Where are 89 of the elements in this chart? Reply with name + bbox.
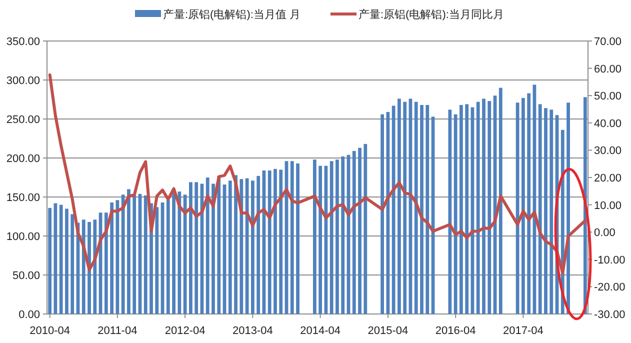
y2-tick-label: -10.00	[594, 254, 626, 266]
bar	[392, 106, 396, 314]
bar	[206, 178, 210, 314]
x-tick-label: 2014-04	[300, 325, 341, 337]
bar	[358, 148, 362, 314]
y2-tick-label: -30.00	[594, 309, 626, 321]
y-tick-label: 50.00	[12, 270, 40, 282]
bar	[544, 108, 548, 314]
bar	[296, 163, 300, 314]
bar	[144, 195, 148, 314]
bar	[155, 207, 159, 314]
bar	[189, 182, 192, 314]
bar	[104, 212, 108, 314]
bar	[240, 179, 244, 314]
x-tick-label: 2012-04	[164, 325, 206, 337]
bar	[482, 98, 486, 314]
bar	[93, 220, 97, 314]
bar	[465, 104, 469, 314]
bar	[132, 195, 136, 314]
y-tick-label: 200.00	[6, 153, 40, 165]
y2-tick-label: 30.00	[594, 145, 622, 158]
bar	[380, 114, 384, 314]
bar	[527, 93, 531, 314]
x-tick-label: 2016-04	[435, 325, 476, 337]
y2-tick-label: 40.00	[594, 118, 622, 130]
bar	[183, 194, 187, 314]
bar	[460, 104, 463, 314]
bar	[498, 88, 502, 314]
bar	[290, 161, 294, 314]
bar	[403, 102, 407, 314]
bar	[476, 102, 480, 314]
bar	[312, 160, 316, 314]
bar	[414, 102, 418, 314]
y-tick-label: 250.00	[6, 114, 40, 126]
bar	[212, 184, 215, 314]
y-tick-label: 100.00	[6, 231, 40, 243]
y2-tick-label: 70.00	[594, 36, 622, 48]
bar	[217, 176, 221, 314]
y2-tick-label: 50.00	[594, 90, 622, 103]
bar	[330, 161, 334, 314]
bar	[364, 144, 368, 314]
bar	[65, 208, 68, 314]
bar	[279, 170, 283, 314]
bar	[398, 98, 401, 314]
bar	[228, 180, 232, 314]
bar	[454, 114, 458, 314]
bar	[234, 175, 238, 314]
bar	[110, 202, 114, 314]
bar	[88, 222, 91, 314]
y-tick-label: 350.00	[6, 36, 40, 48]
y-tick-label: 150.00	[6, 192, 40, 204]
bar	[268, 170, 272, 314]
bar	[256, 176, 260, 314]
y2-tick-label: 60.00	[594, 63, 622, 76]
bar	[336, 160, 339, 314]
bar	[70, 214, 74, 314]
y-tick-label: 0.00	[18, 309, 40, 321]
legend-label: 产量:原铝(电解铝):当月值 月	[163, 8, 300, 21]
bar	[420, 104, 424, 314]
x-tick-label: 2013-04	[232, 325, 273, 337]
bar	[172, 193, 176, 314]
bar	[550, 110, 554, 314]
bar	[448, 110, 452, 314]
x-tick-label: 2015-04	[368, 325, 408, 337]
bar	[522, 98, 525, 314]
bar	[341, 156, 345, 314]
bar	[274, 168, 277, 314]
bar	[178, 192, 182, 314]
legend-label: 产量:原铝(电解铝):当月同比月	[358, 8, 504, 21]
x-tick-label: 2010-04	[30, 325, 70, 337]
y2-tick-label: 20.00	[594, 172, 622, 184]
x-tick-label: 2017-04	[503, 325, 544, 337]
bar	[59, 204, 63, 314]
bar	[166, 200, 170, 314]
bar	[48, 208, 52, 314]
bar	[488, 101, 492, 314]
bar	[251, 180, 254, 314]
y2-tick-label: 10.00	[594, 200, 622, 212]
y-tick-label: 300.00	[6, 75, 40, 87]
bar	[121, 194, 125, 314]
bar	[127, 189, 130, 314]
y2-tick-label: 0.00	[594, 227, 616, 240]
bar	[426, 104, 430, 314]
bar	[538, 104, 542, 314]
x-tick-label: 2011-04	[98, 325, 138, 337]
bar	[352, 150, 356, 314]
bar	[194, 182, 198, 314]
y2-tick-label: -20.00	[594, 282, 626, 294]
bar	[318, 166, 322, 314]
